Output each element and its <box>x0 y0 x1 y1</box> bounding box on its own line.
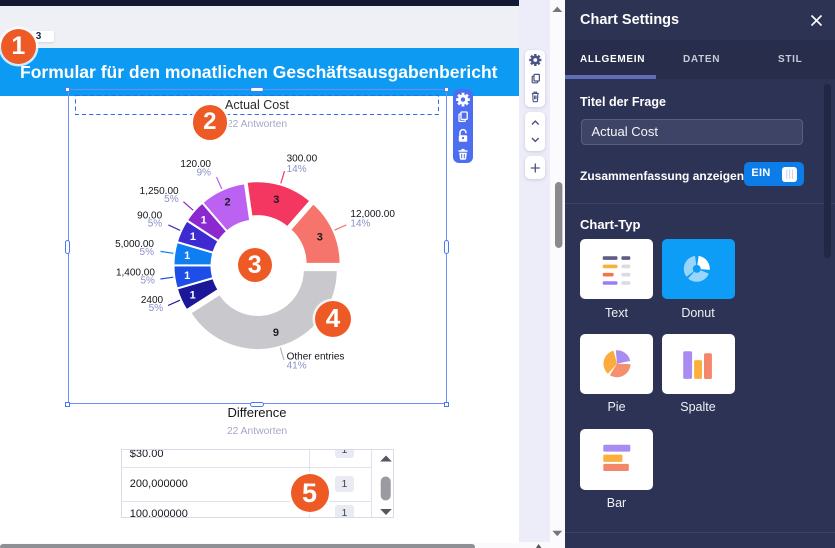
svg-text:9: 9 <box>273 327 279 339</box>
svg-text:Other entries: Other entries <box>287 352 345 363</box>
svg-text:1: 1 <box>184 250 190 262</box>
svg-text:12,000.00: 12,000.00 <box>350 209 395 220</box>
svg-text:1: 1 <box>184 270 190 282</box>
svg-text:5%: 5% <box>140 247 155 258</box>
svg-text:5%: 5% <box>148 219 163 230</box>
svg-text:14%: 14% <box>287 164 307 175</box>
svg-text:5%: 5% <box>140 276 155 287</box>
svg-text:3: 3 <box>273 194 279 206</box>
svg-text:5,000.00: 5,000.00 <box>115 239 154 250</box>
svg-text:1,250.00: 1,250.00 <box>140 186 179 197</box>
svg-text:5%: 5% <box>164 194 179 205</box>
svg-text:14%: 14% <box>350 219 370 230</box>
svg-text:300.00: 300.00 <box>287 154 318 165</box>
svg-text:2400: 2400 <box>141 295 164 306</box>
svg-text:2: 2 <box>225 197 231 209</box>
svg-text:90.00: 90.00 <box>137 211 162 222</box>
svg-text:41%: 41% <box>287 361 307 372</box>
svg-text:1: 1 <box>190 231 196 243</box>
svg-text:1: 1 <box>190 289 196 301</box>
svg-text:3: 3 <box>317 232 323 244</box>
svg-text:120.00: 120.00 <box>180 159 211 170</box>
svg-text:9%: 9% <box>197 168 212 179</box>
svg-text:1: 1 <box>201 214 207 226</box>
svg-text:5%: 5% <box>149 303 164 314</box>
svg-text:1,400.00: 1,400.00 <box>116 268 155 279</box>
